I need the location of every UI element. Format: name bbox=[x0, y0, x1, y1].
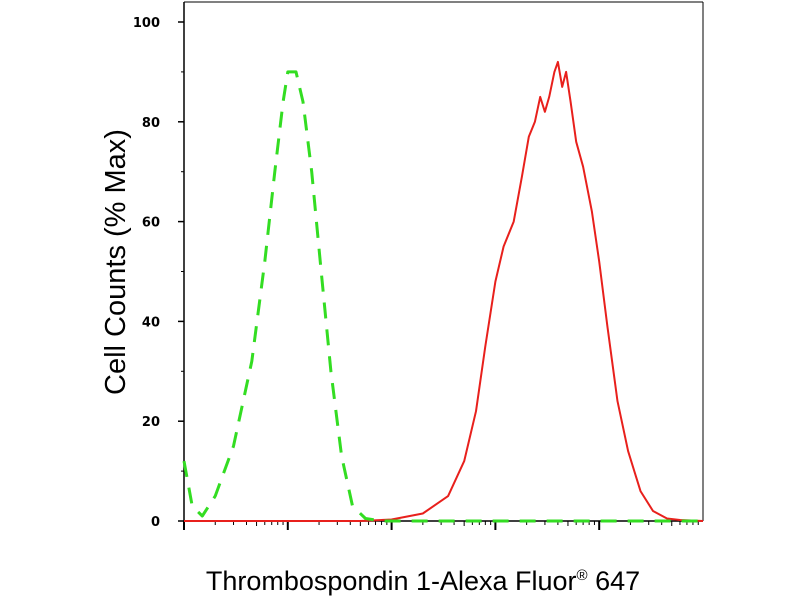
x-ticks bbox=[183, 521, 699, 530]
control-series-line bbox=[182, 70, 703, 523]
x-axis-label-suffix: 647 bbox=[588, 566, 641, 596]
plot-frame bbox=[183, 1, 704, 522]
y-tick-label: 0 bbox=[151, 515, 160, 530]
x-axis-label-main: Thrombospondin 1-Alexa Fluor bbox=[206, 566, 577, 596]
y-axis-label: Cell Counts (% Max) bbox=[100, 129, 132, 395]
registered-mark: ® bbox=[577, 567, 588, 584]
sample-series-line bbox=[184, 60, 704, 522]
y-tick-label: 40 bbox=[142, 315, 160, 330]
series-layer bbox=[182, 60, 704, 523]
y-tick-label: 100 bbox=[133, 16, 160, 31]
y-ticks: 0 20 40 60 80 100 bbox=[133, 16, 184, 530]
x-axis-label: Thrombospondin 1-Alexa Fluor® 647 bbox=[206, 566, 640, 596]
y-tick-label: 60 bbox=[142, 216, 160, 231]
y-tick-label: 80 bbox=[142, 116, 160, 131]
y-tick-label: 20 bbox=[142, 415, 160, 430]
